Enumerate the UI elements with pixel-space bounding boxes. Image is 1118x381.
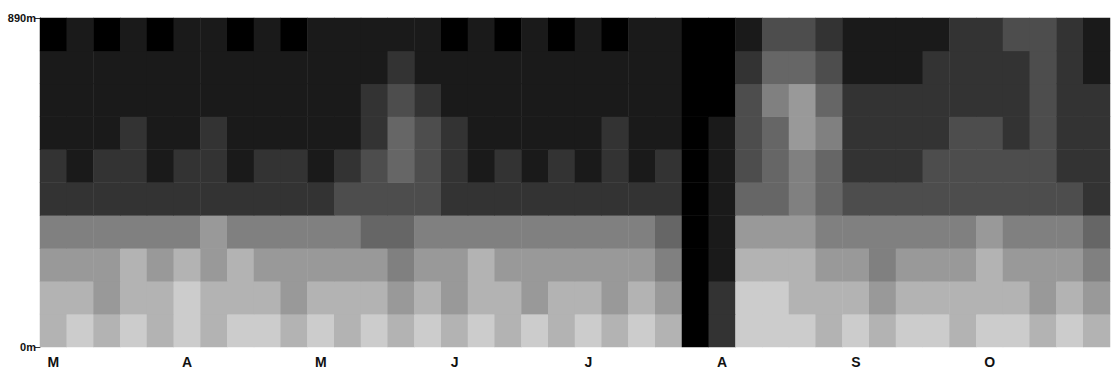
svg-text:J: J — [451, 354, 459, 370]
svg-text:A: A — [182, 354, 192, 370]
svg-text:A: A — [717, 354, 727, 370]
svg-text:S: S — [851, 354, 860, 370]
svg-text:M: M — [315, 354, 327, 370]
svg-text:890m: 890m — [8, 12, 36, 24]
svg-text:O: O — [984, 354, 995, 370]
svg-text:0m: 0m — [20, 341, 36, 353]
svg-text:M: M — [48, 354, 60, 370]
svg-text:J: J — [584, 354, 592, 370]
